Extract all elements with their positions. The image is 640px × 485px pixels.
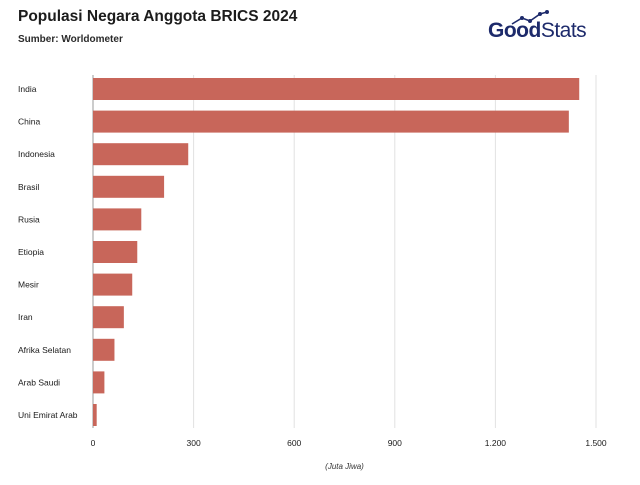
category-label-india: India [18,84,37,94]
x-tick-label: 300 [187,438,201,448]
category-label-brasil: Brasil [18,182,39,192]
logo-text-good: Good [488,19,541,42]
bar-rusia [93,208,142,231]
category-label-iran: Iran [18,312,33,322]
bar-indonesia [93,143,189,166]
category-label-afrika-selatan: Afrika Selatan [18,345,71,355]
x-tick-label: 600 [287,438,301,448]
logo-text-stats: Stats [540,19,587,42]
bar-etiopia [93,241,138,263]
category-label-mesir: Mesir [18,280,39,290]
x-axis-label: (Juta Jiwa) [325,462,364,471]
category-label-arab-saudi: Arab Saudi [18,377,60,387]
chart-subtitle: Sumber: Worldometer [18,34,123,45]
bars [93,78,580,426]
bar-india [93,78,580,100]
category-label-indonesia: Indonesia [18,149,55,159]
x-tick-label: 0 [91,438,96,448]
category-label-uni-emirat-arab: Uni Emirat Arab [18,410,78,420]
chart-title: Populasi Negara Anggota BRICS 2024 [18,8,298,25]
bar-uni-emirat-arab [93,404,97,426]
x-tick-label: 900 [388,438,402,448]
bar-iran [93,306,124,329]
bar-china [93,110,569,133]
bar-arab-saudi [93,371,105,394]
x-tick-label: 1.200 [485,438,507,448]
logo-wordmark: GoodStats [488,19,587,43]
x-tick-labels: 0 300 600 900 1.200 1.500 [91,438,607,448]
bar-mesir [93,273,133,296]
category-label-china: China [18,117,40,127]
bar-brasil [93,175,165,198]
category-labels: India China Indonesia Brasil Rusia Etiopia Mes… [18,84,78,420]
category-label-etiopia: Etiopia [18,247,44,257]
bar-afrika-selatan [93,338,115,361]
category-label-rusia: Rusia [18,214,40,224]
x-tick-label: 1.500 [585,438,607,448]
goodstats-logo: GoodStats [488,10,603,46]
sparkline-icon [511,10,549,25]
